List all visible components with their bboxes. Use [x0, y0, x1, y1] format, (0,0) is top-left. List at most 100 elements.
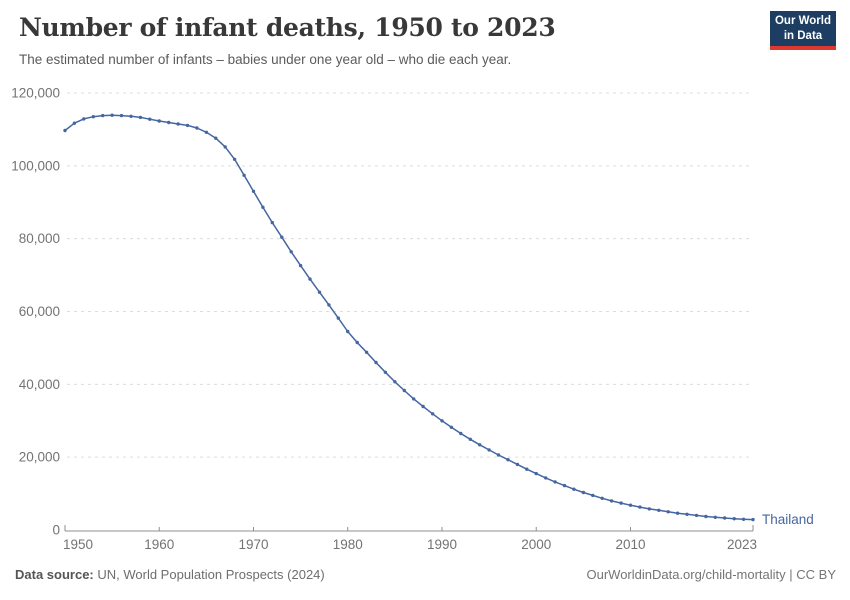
data-point[interactable]: [412, 397, 416, 401]
owid-logo: Our World in Data: [770, 11, 836, 50]
data-point[interactable]: [176, 122, 180, 126]
y-axis-tick-label: 100,000: [11, 158, 60, 173]
data-point[interactable]: [232, 157, 237, 161]
data-point[interactable]: [346, 329, 350, 334]
data-point[interactable]: [72, 121, 77, 125]
data-point[interactable]: [562, 483, 567, 488]
data-point[interactable]: [619, 501, 623, 505]
logo-line-2: in Data: [783, 29, 823, 42]
data-point[interactable]: [628, 503, 633, 507]
data-point[interactable]: [723, 516, 727, 520]
data-point[interactable]: [63, 128, 67, 133]
data-line-thailand[interactable]: [64, 114, 754, 521]
data-point[interactable]: [119, 113, 124, 118]
footer-attribution: OurWorldinData.org/child-mortality | CC …: [586, 567, 836, 582]
data-point[interactable]: [336, 316, 340, 320]
data-point[interactable]: [204, 130, 209, 134]
data-point[interactable]: [741, 517, 746, 521]
data-point[interactable]: [468, 437, 472, 441]
data-point[interactable]: [496, 453, 501, 457]
datasource-text: UN, World Population Prospects (2024): [93, 567, 325, 582]
data-point[interactable]: [675, 511, 680, 515]
data-point[interactable]: [704, 514, 708, 519]
data-point[interactable]: [317, 290, 322, 294]
data-point[interactable]: [327, 303, 331, 307]
data-point[interactable]: [110, 113, 114, 117]
data-point[interactable]: [591, 493, 595, 498]
data-point[interactable]: [638, 505, 642, 509]
footer-license: | CC BY: [785, 567, 836, 582]
data-point[interactable]: [355, 340, 359, 345]
data-point[interactable]: [185, 123, 190, 128]
data-point[interactable]: [449, 425, 454, 429]
x-axis-tick-label: 2000: [521, 537, 551, 552]
data-point[interactable]: [280, 235, 284, 239]
datasource-label: Data source:: [15, 567, 94, 582]
data-point[interactable]: [374, 360, 378, 365]
data-point[interactable]: [261, 205, 265, 209]
data-point[interactable]: [421, 404, 425, 409]
data-point[interactable]: [685, 512, 689, 516]
x-axis-tick-label: 1960: [144, 537, 174, 552]
data-point[interactable]: [223, 145, 227, 149]
data-point[interactable]: [553, 480, 557, 484]
data-point[interactable]: [289, 250, 293, 254]
x-axis-tick-label: 2010: [615, 537, 645, 552]
data-point[interactable]: [138, 115, 143, 120]
data-point[interactable]: [440, 419, 444, 423]
data-point[interactable]: [694, 513, 699, 518]
data-point[interactable]: [487, 448, 491, 452]
y-axis-tick-label: 40,000: [19, 377, 60, 392]
page-subtitle: The estimated number of infants – babies…: [19, 52, 512, 67]
data-point[interactable]: [364, 350, 369, 354]
data-point[interactable]: [534, 471, 538, 476]
x-axis-tick-label: 1990: [427, 537, 457, 552]
page-title: Number of infant deaths, 1950 to 2023: [19, 13, 556, 42]
data-point[interactable]: [666, 510, 670, 514]
data-point[interactable]: [298, 263, 303, 268]
data-point[interactable]: [515, 462, 520, 467]
data-point[interactable]: [148, 117, 152, 121]
data-point[interactable]: [251, 189, 256, 193]
footer-datasource: Data source: UN, World Population Prospe…: [15, 567, 325, 582]
data-point[interactable]: [525, 467, 529, 471]
data-point[interactable]: [478, 443, 482, 447]
data-point[interactable]: [383, 370, 388, 374]
data-point[interactable]: [713, 515, 717, 519]
logo-line-1: Our World: [774, 14, 831, 27]
data-point[interactable]: [214, 136, 218, 140]
data-point[interactable]: [732, 517, 736, 521]
data-point[interactable]: [167, 120, 171, 125]
footer-link[interactable]: OurWorldinData.org/child-mortality: [586, 567, 786, 582]
data-point[interactable]: [544, 476, 548, 480]
x-axis-tick-label: 1980: [333, 537, 363, 552]
y-axis-tick-label: 120,000: [11, 86, 60, 101]
entity-label-thailand[interactable]: Thailand: [762, 512, 814, 527]
data-point[interactable]: [506, 458, 510, 462]
data-point[interactable]: [82, 117, 86, 121]
data-point[interactable]: [459, 431, 463, 436]
data-point[interactable]: [195, 126, 199, 130]
data-point[interactable]: [581, 490, 586, 495]
data-point[interactable]: [157, 119, 161, 123]
data-point[interactable]: [402, 388, 406, 393]
data-point[interactable]: [101, 113, 105, 118]
data-point[interactable]: [751, 517, 755, 522]
data-point[interactable]: [572, 487, 576, 491]
data-point[interactable]: [308, 277, 312, 281]
data-point[interactable]: [657, 508, 661, 512]
data-point[interactable]: [647, 507, 651, 511]
data-point[interactable]: [129, 114, 133, 119]
data-point[interactable]: [91, 115, 96, 119]
data-point[interactable]: [393, 380, 397, 384]
y-axis-tick-label: 0: [52, 523, 60, 538]
y-axis-tick-label: 60,000: [19, 304, 60, 319]
data-point[interactable]: [270, 220, 274, 225]
data-point[interactable]: [242, 173, 246, 177]
data-point[interactable]: [600, 496, 604, 500]
data-point[interactable]: [609, 499, 614, 503]
y-axis-tick-label: 20,000: [19, 450, 60, 465]
data-point[interactable]: [430, 412, 435, 416]
